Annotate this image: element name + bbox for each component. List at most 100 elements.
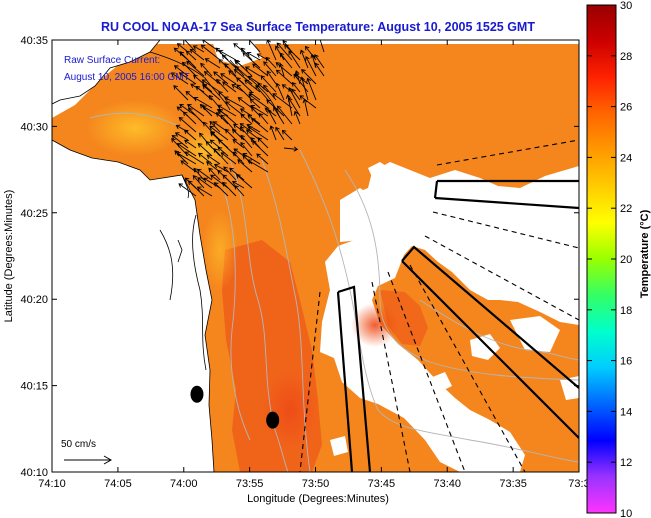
current-vector <box>175 152 197 165</box>
current-vector <box>220 114 237 133</box>
current-vector <box>188 107 205 125</box>
current-vector <box>275 126 285 141</box>
current-vector <box>229 167 245 181</box>
current-vector <box>200 44 221 61</box>
current-vector <box>217 146 229 157</box>
current-vector <box>231 180 245 189</box>
chart-title: RU COOL NOAA-17 Sea Surface Temperature:… <box>101 20 535 34</box>
colorbar-tick-label: 12 <box>620 457 632 469</box>
current-vector <box>237 97 253 109</box>
y-axis: 40:35 40:30 40:25 40:20 40:15 40:10 <box>20 35 579 479</box>
current-vector <box>231 128 245 141</box>
current-vector <box>275 69 293 85</box>
current-vector <box>240 47 253 61</box>
current-vector <box>187 180 205 197</box>
current-vector <box>233 123 245 133</box>
current-vector <box>181 61 197 77</box>
x-tick-label: 74:00 <box>170 478 198 490</box>
current-vector <box>240 134 253 149</box>
current-vector <box>258 112 269 125</box>
current-vector <box>173 65 189 77</box>
current-vector <box>251 140 269 157</box>
scale-arrow <box>64 455 113 465</box>
colorbar-tick-label: 22 <box>620 203 632 215</box>
current-vector <box>224 128 237 141</box>
current-vector <box>178 183 197 197</box>
current-vector <box>248 93 269 109</box>
current-vector <box>236 84 253 101</box>
current-vector <box>213 163 229 173</box>
station-marker <box>266 411 280 429</box>
current-vector <box>236 77 253 93</box>
current-vectors <box>170 40 325 197</box>
current-vector <box>202 121 213 133</box>
current-vector <box>178 72 197 85</box>
current-vector <box>176 143 197 157</box>
current-vector <box>196 186 213 197</box>
current-vector <box>204 58 221 69</box>
current-vector <box>184 139 197 149</box>
current-vector <box>179 51 197 69</box>
colorbar-tick-label: 30 <box>620 0 632 12</box>
current-vector <box>247 126 269 141</box>
x-tick-label: 73:35 <box>499 478 527 490</box>
current-vector <box>222 81 237 93</box>
current-legend-label: Raw Surface Current: <box>64 55 160 66</box>
current-vector <box>276 105 293 125</box>
x-tick-label: 73:50 <box>302 478 330 490</box>
current-vector <box>273 106 285 125</box>
x-tick-label: 73:45 <box>368 478 396 490</box>
current-vector <box>180 160 197 173</box>
x-tick-label: 73:3 <box>568 478 589 490</box>
y-tick-label: 40:25 <box>20 208 48 220</box>
current-vector <box>276 42 293 61</box>
current-vector <box>293 110 301 125</box>
current-vector <box>197 143 213 157</box>
current-vector <box>279 52 293 69</box>
warm-core-east <box>380 290 428 346</box>
current-vector <box>176 43 189 53</box>
current-vector <box>234 185 245 197</box>
colorbar-tick-label: 10 <box>620 508 632 518</box>
scale-arrow-label: 50 cm/s <box>61 439 96 450</box>
current-vector <box>174 132 189 141</box>
current-vector <box>247 159 269 173</box>
current-vector <box>246 51 261 61</box>
colorbar-tick-label: 26 <box>620 102 632 114</box>
current-vector <box>272 93 293 109</box>
current-vector <box>244 66 261 77</box>
current-vector <box>216 78 229 93</box>
current-vector <box>193 74 205 85</box>
current-vector <box>257 82 269 93</box>
current-vector <box>202 40 221 53</box>
current-vector <box>202 84 221 101</box>
current-legend-date: August 10, 2005 16:00 GMT <box>64 72 190 83</box>
current-vector <box>237 159 253 173</box>
current-vector <box>223 166 237 181</box>
current-vector <box>291 82 301 93</box>
y-tick-label: 40:35 <box>20 35 48 47</box>
colorbar-ticks: 10 12 14 16 18 20 22 24 26 28 30 <box>587 0 632 518</box>
current-vector <box>233 148 245 157</box>
current-vector <box>257 137 269 149</box>
current-vector <box>256 153 269 165</box>
current-vector <box>232 151 245 165</box>
current-vector <box>314 62 325 77</box>
current-vector <box>264 107 277 117</box>
current-vector <box>242 52 261 69</box>
colorbar-tick-label: 18 <box>620 305 632 317</box>
plot-area: Raw Surface Current: August 10, 2005 16:… <box>52 40 579 472</box>
current-vector <box>218 59 229 69</box>
current-vector <box>293 73 309 93</box>
current-vector <box>299 95 317 109</box>
current-vector <box>232 139 245 149</box>
current-vector <box>184 151 205 165</box>
current-vector <box>201 79 221 93</box>
x-tick-label: 74:10 <box>38 478 66 490</box>
current-vector <box>250 105 269 117</box>
colorbar-tick-label: 16 <box>620 356 632 368</box>
current-vector <box>304 45 317 61</box>
current-vector <box>306 77 317 101</box>
y-tick-label: 40:30 <box>20 121 48 133</box>
current-vector <box>192 175 205 189</box>
